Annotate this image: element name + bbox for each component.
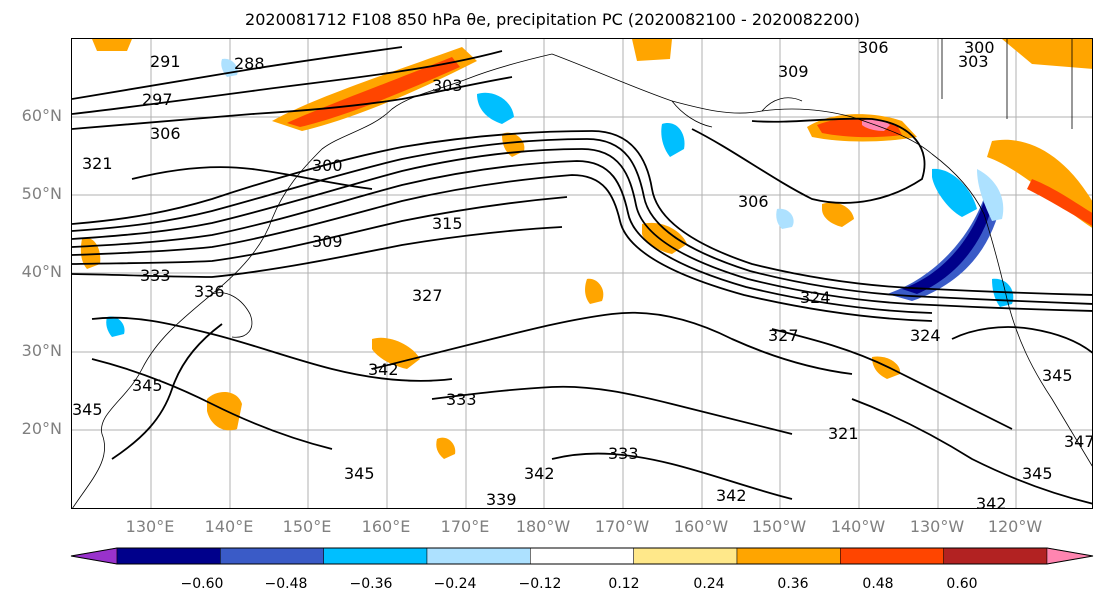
precip-shading-negative: [106, 58, 1014, 337]
contour-label: 324: [910, 326, 941, 345]
lat-label: 50°N: [21, 184, 62, 203]
lon-label: 150°W: [751, 517, 807, 536]
contour-label: 324: [800, 288, 831, 307]
coastlines: [72, 39, 1092, 508]
lon-label: 160°E: [361, 517, 411, 536]
map-plot-area: 291 288 297 306 300 303 309 306 321 333 …: [71, 38, 1093, 509]
colorbar-segment: [116, 547, 221, 565]
colorbar-segment: [220, 547, 324, 565]
lon-label: 140°W: [830, 517, 886, 536]
colorbar-tick: −0.24: [433, 576, 477, 592]
contour-label: 306: [150, 124, 181, 143]
contour-label: 297: [142, 90, 173, 109]
contour-label: 339: [486, 490, 517, 509]
contour-label: 300: [964, 39, 995, 57]
contour-label: 315: [432, 214, 463, 233]
lon-label: 160°W: [673, 517, 729, 536]
contour-label: 327: [768, 326, 799, 345]
contour-label: 321: [828, 424, 859, 443]
colorbar-tick: 0.24: [693, 576, 725, 592]
lon-label: 180°W: [515, 517, 571, 536]
theta-e-contours: [72, 46, 1092, 505]
contour-label: 321: [82, 154, 113, 173]
lon-label: 170°W: [594, 517, 650, 536]
lat-label: 30°N: [21, 341, 62, 360]
lon-label: 150°E: [282, 517, 332, 536]
colorbar-segment: [323, 547, 428, 565]
colorbar-tick: −0.36: [349, 576, 393, 592]
contour-label: 342: [976, 494, 1007, 509]
contour-label: 347: [1064, 432, 1093, 451]
colorbar-segment: [736, 547, 841, 565]
colorbar-tick: 0.12: [608, 576, 640, 592]
lat-label: 40°N: [21, 262, 62, 281]
colorbar-segments: [70, 547, 1094, 565]
contour-label: 342: [368, 360, 399, 379]
colorbar-tick: 0.60: [946, 576, 978, 592]
contour-label: 333: [608, 444, 639, 463]
colorbar-segment: [840, 547, 944, 565]
contour-label: 345: [72, 400, 103, 419]
contour-label: 333: [140, 266, 171, 285]
contour-label: 288: [234, 54, 265, 73]
colorbar-extend-max: [1046, 547, 1094, 565]
contour-label: 342: [716, 486, 747, 505]
contour-label: 291: [150, 52, 181, 71]
contour-label: 306: [738, 192, 769, 211]
lon-label: 130°E: [125, 517, 175, 536]
contour-label: 345: [1042, 366, 1073, 385]
lat-label: 60°N: [21, 106, 62, 125]
contour-label: 300: [312, 156, 343, 175]
contour-label: 345: [344, 464, 375, 483]
contour-label: 327: [412, 286, 443, 305]
contour-label: 309: [778, 62, 809, 81]
contour-label: 345: [132, 376, 163, 395]
colorbar-tick: 0.36: [777, 576, 809, 592]
colorbar-segment: [633, 547, 738, 565]
colorbar-extend-min: [70, 547, 118, 565]
colorbar-tick: −0.48: [264, 576, 308, 592]
contour-label: 342: [524, 464, 555, 483]
lon-label: 120°W: [987, 517, 1043, 536]
map-canvas: 291 288 297 306 300 303 309 306 321 333 …: [72, 39, 1093, 509]
colorbar-outline: [70, 547, 1094, 565]
colorbar-tick: −0.12: [518, 576, 562, 592]
colorbar-segment: [943, 547, 1048, 565]
lon-label: 170°E: [440, 517, 490, 536]
contour-label: 309: [312, 232, 343, 251]
contour-label: 345: [1022, 464, 1053, 483]
contour-label: 303: [958, 52, 989, 71]
colorbar-segment: [426, 547, 531, 565]
lon-label: 140°E: [204, 517, 254, 536]
lon-label: 130°W: [909, 517, 965, 536]
contour-label: 336: [194, 282, 225, 301]
colorbar-segment: [530, 547, 634, 565]
contour-label: 306: [858, 39, 889, 57]
colorbar-tick: −0.60: [180, 576, 224, 592]
map-title: 2020081712 F108 850 hPa θe, precipitatio…: [245, 10, 860, 29]
contour-label: 333: [446, 390, 477, 409]
precip-shading-positive: [80, 39, 1092, 459]
contour-label-group: 291 288 297 306 300 303 309 306 321 333 …: [72, 39, 1093, 509]
lat-label: 20°N: [21, 419, 62, 438]
contour-label: 303: [432, 76, 463, 95]
colorbar-tick: 0.48: [862, 576, 894, 592]
